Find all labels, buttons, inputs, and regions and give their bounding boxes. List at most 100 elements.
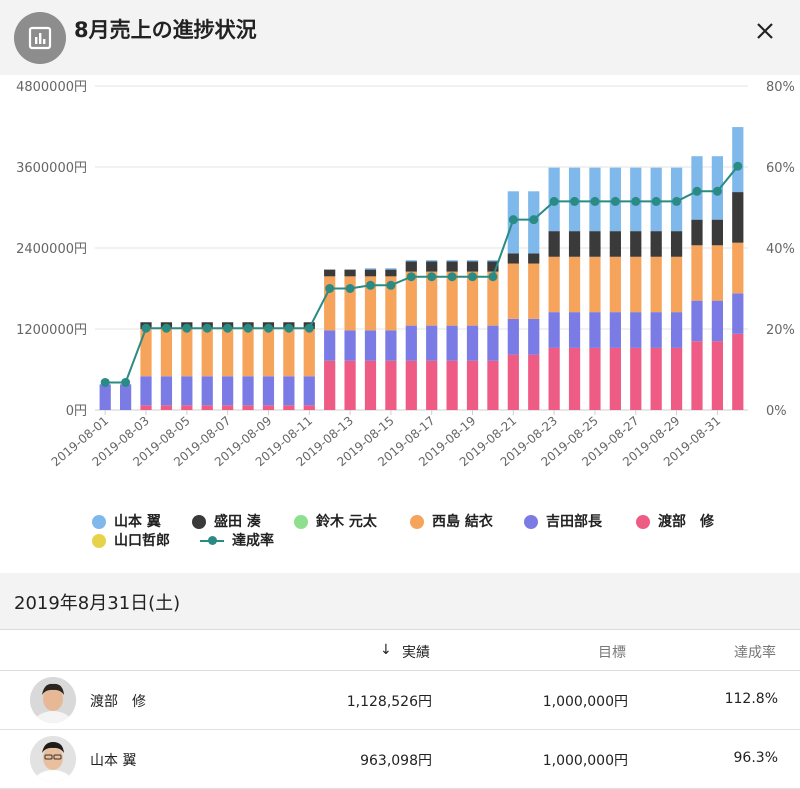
- rate-point[interactable]: [508, 215, 518, 225]
- bar-segment[interactable]: [466, 325, 479, 361]
- bar-segment[interactable]: [630, 256, 642, 313]
- rate-point[interactable]: [733, 161, 743, 171]
- bar-segment[interactable]: [487, 261, 499, 272]
- bar-segment[interactable]: [222, 329, 234, 377]
- rate-point[interactable]: [427, 272, 437, 282]
- bar-segment[interactable]: [160, 329, 173, 377]
- bar-segment[interactable]: [568, 347, 581, 410]
- rate-point[interactable]: [651, 196, 661, 206]
- bar-segment[interactable]: [487, 325, 499, 361]
- bar-segment[interactable]: [364, 330, 377, 361]
- rate-point[interactable]: [263, 323, 273, 333]
- rate-point[interactable]: [447, 272, 457, 282]
- rate-point[interactable]: [100, 377, 110, 387]
- bar-segment[interactable]: [670, 231, 683, 257]
- rate-point[interactable]: [141, 323, 151, 333]
- bar-segment[interactable]: [466, 261, 479, 272]
- bar-segment[interactable]: [507, 253, 519, 264]
- bar-segment[interactable]: [630, 312, 642, 348]
- rate-point[interactable]: [672, 196, 682, 206]
- bar-segment[interactable]: [630, 347, 642, 410]
- bar-segment[interactable]: [344, 330, 356, 361]
- bar-segment[interactable]: [466, 271, 479, 326]
- bar-segment[interactable]: [568, 312, 581, 348]
- bar-segment[interactable]: [201, 405, 213, 410]
- rate-point[interactable]: [345, 284, 355, 293]
- bar-segment[interactable]: [222, 376, 234, 406]
- bar-segment[interactable]: [385, 268, 397, 270]
- bar-segment[interactable]: [324, 330, 336, 361]
- bar-segment[interactable]: [283, 405, 295, 410]
- rate-point[interactable]: [549, 196, 559, 206]
- bar-segment[interactable]: [426, 260, 438, 262]
- bar-segment[interactable]: [364, 360, 377, 410]
- bar-segment[interactable]: [283, 329, 295, 377]
- bar-segment[interactable]: [691, 300, 703, 342]
- bar-segment[interactable]: [181, 329, 193, 377]
- bar-segment[interactable]: [609, 256, 621, 313]
- bar-segment[interactable]: [466, 360, 479, 410]
- bar-segment[interactable]: [650, 347, 662, 410]
- bar-segment[interactable]: [589, 231, 601, 257]
- bar-segment[interactable]: [670, 256, 683, 313]
- rate-point[interactable]: [243, 323, 253, 333]
- table-row[interactable]: 山本 翼 963,098円 1,000,000円 96.3%: [0, 730, 800, 789]
- bar-segment[interactable]: [650, 256, 662, 313]
- rate-point[interactable]: [590, 196, 600, 206]
- bar-segment[interactable]: [670, 347, 683, 410]
- bar-segment[interactable]: [140, 376, 152, 406]
- bar-segment[interactable]: [405, 260, 417, 262]
- bar-segment[interactable]: [711, 300, 724, 342]
- bar-segment[interactable]: [528, 253, 540, 264]
- rate-point[interactable]: [386, 280, 396, 290]
- bar-segment[interactable]: [385, 276, 397, 331]
- bar-segment[interactable]: [426, 325, 438, 361]
- rate-point[interactable]: [712, 186, 722, 196]
- bar-segment[interactable]: [344, 276, 356, 331]
- rate-point[interactable]: [182, 323, 192, 333]
- bar-segment[interactable]: [548, 256, 560, 313]
- rate-point[interactable]: [161, 323, 171, 333]
- bar-segment[interactable]: [446, 260, 458, 262]
- bar-segment[interactable]: [528, 354, 540, 410]
- bar-segment[interactable]: [732, 333, 744, 410]
- bar-segment[interactable]: [364, 268, 377, 270]
- bar-segment[interactable]: [324, 269, 336, 277]
- bar-segment[interactable]: [242, 329, 254, 377]
- bar-segment[interactable]: [385, 269, 397, 277]
- bar-segment[interactable]: [691, 219, 703, 246]
- bar-segment[interactable]: [609, 231, 621, 257]
- bar-segment[interactable]: [385, 330, 397, 361]
- bar-segment[interactable]: [650, 231, 662, 257]
- table-row[interactable]: 渡部 修 1,128,526円 1,000,000円 112.8%: [0, 671, 800, 730]
- sort-down-icon[interactable]: ↓: [380, 642, 392, 658]
- rate-point[interactable]: [365, 280, 375, 290]
- bar-segment[interactable]: [364, 276, 377, 331]
- bar-segment[interactable]: [609, 347, 621, 410]
- bar-segment[interactable]: [507, 318, 519, 355]
- bar-segment[interactable]: [711, 341, 724, 410]
- bar-segment[interactable]: [732, 293, 744, 334]
- bar-segment[interactable]: [364, 269, 377, 277]
- bar-segment[interactable]: [201, 329, 213, 377]
- bar-segment[interactable]: [262, 405, 275, 410]
- bar-segment[interactable]: [446, 325, 458, 361]
- rate-point[interactable]: [223, 323, 233, 333]
- bar-segment[interactable]: [528, 263, 540, 319]
- bar-segment[interactable]: [732, 192, 744, 243]
- bar-segment[interactable]: [242, 376, 254, 406]
- bar-segment[interactable]: [405, 360, 417, 410]
- bar-segment[interactable]: [528, 318, 540, 355]
- bar-segment[interactable]: [711, 245, 724, 301]
- column-header-rate[interactable]: 達成率: [734, 645, 776, 661]
- bar-segment[interactable]: [589, 312, 601, 348]
- bar-segment[interactable]: [303, 329, 315, 377]
- rate-point[interactable]: [284, 323, 294, 333]
- bar-segment[interactable]: [262, 376, 275, 406]
- bar-segment[interactable]: [589, 347, 601, 410]
- bar-segment[interactable]: [589, 256, 601, 313]
- bar-segment[interactable]: [711, 219, 724, 246]
- rate-point[interactable]: [406, 272, 416, 282]
- bar-segment[interactable]: [201, 376, 213, 406]
- bar-segment[interactable]: [691, 341, 703, 410]
